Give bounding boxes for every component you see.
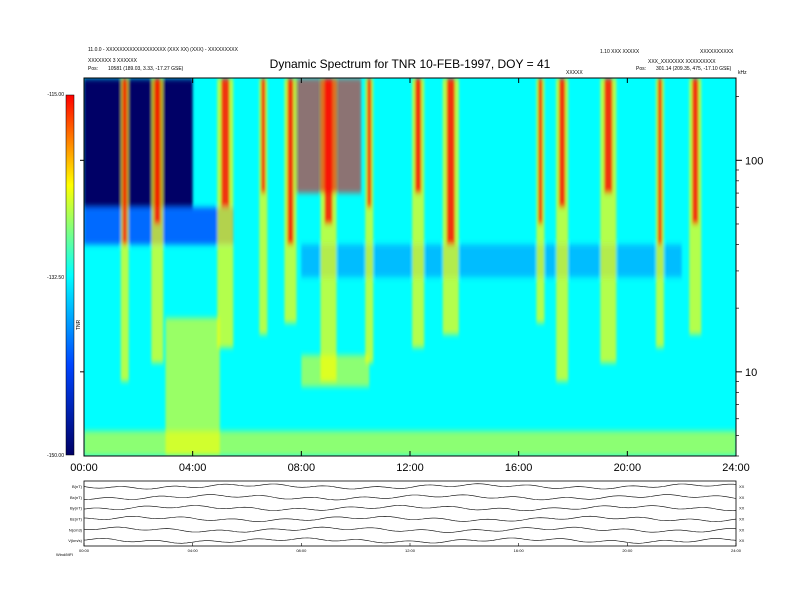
- panel-trace: [83, 537, 737, 544]
- x-tick-label: 12:00: [396, 462, 424, 474]
- header-center-small: XXXXX: [566, 70, 583, 76]
- x-tick-label: 08:00: [288, 462, 316, 474]
- panel-trace: [83, 483, 737, 490]
- panel-label: By(nT): [70, 506, 83, 511]
- panel-trace: [83, 515, 737, 522]
- panel-label: B(nT): [72, 484, 83, 489]
- y-tick-label: 100: [745, 155, 763, 167]
- burst-core: [122, 78, 127, 245]
- panel-footer-label: Wind/MFI: [56, 552, 73, 557]
- y-axis-unit: kHz: [738, 70, 747, 76]
- header-right-line1a: 1.10 XXX XXXXX: [600, 49, 640, 55]
- colorbar: [65, 94, 75, 456]
- x-tick-label: 04:00: [179, 462, 207, 474]
- burst-core: [559, 78, 566, 208]
- header-left-line2: XXXXXXX 3 XXXXXX: [88, 58, 137, 64]
- x-tick-label: 20:00: [614, 462, 642, 474]
- panel-x-tick-label: 08:00: [296, 548, 307, 553]
- burst-core: [221, 78, 230, 208]
- panel-label: Bx(nT): [70, 495, 83, 500]
- burst-core: [604, 78, 613, 194]
- burst-core: [154, 78, 161, 224]
- blue-band: [301, 244, 682, 278]
- heatmap: [84, 78, 736, 456]
- burst-core: [657, 78, 662, 245]
- colorbar-tick-label: -150.00: [47, 453, 64, 459]
- panel-x-tick-label: 24:00: [731, 548, 742, 553]
- header-left-pos-label: Pos:: [88, 66, 99, 72]
- burst-region-yellow: [165, 317, 220, 456]
- panel-right-label: XX: [739, 484, 745, 489]
- x-tick-label: 24:00: [722, 462, 750, 474]
- panel-trace: [84, 494, 737, 501]
- header-left-pos-value: 10581 (189.03, 3.33, -17.27 GSE): [108, 66, 184, 72]
- burst-core: [367, 78, 372, 208]
- header-right-line2: XXX_XXXXXXX XXXXXXXXX: [648, 59, 716, 65]
- burst-core: [415, 78, 422, 194]
- storm-region: [295, 78, 362, 194]
- panel-label: V(km/s): [68, 538, 82, 543]
- header-right-line1b: XXXXXXXXXX: [700, 49, 734, 55]
- panel-right-label: XX: [739, 538, 745, 543]
- colorbar-axis-label: TNR: [76, 319, 82, 330]
- burst-core: [538, 78, 543, 224]
- burst-core: [261, 78, 266, 194]
- burst: [365, 78, 374, 364]
- header-left-line1: 11.0.0 - XXXXXXXXXXXXXXXXXX (XXX XX) (XX…: [88, 47, 238, 53]
- panel-label: N(cm3): [69, 527, 83, 532]
- burst-core: [692, 78, 699, 224]
- panel-right-label: XX: [739, 506, 745, 511]
- x-tick-label: 00:00: [70, 462, 98, 474]
- colorbar-tick-label: -132.50: [47, 275, 64, 281]
- panel-x-tick-label: 20:00: [622, 548, 633, 553]
- panel-x-tick-label: 16:00: [514, 548, 525, 553]
- panel-right-label: XX: [739, 527, 745, 532]
- panel-x-tick-label: 04:00: [188, 548, 199, 553]
- lower-panel-frame: [83, 480, 737, 547]
- panel-x-tick-label: 12:00: [405, 548, 416, 553]
- header-right-pos-label: Pos:: [636, 66, 647, 72]
- burst: [259, 78, 268, 335]
- chart-title: Dynamic Spectrum for TNR 10-FEB-1997, DO…: [269, 57, 551, 71]
- burst-core: [446, 78, 455, 245]
- panel-right-label: XX: [739, 495, 745, 500]
- panel-trace: [83, 505, 737, 512]
- panel-x-tick-label: 00:00: [79, 548, 90, 553]
- dark-region: [84, 78, 193, 208]
- panel-trace: [83, 526, 737, 533]
- colorbar-tick-label: -115.00: [47, 92, 64, 98]
- panel-label: Bz(nT): [70, 516, 83, 521]
- y-tick-label: 10: [745, 367, 757, 379]
- panel-right-label: XX: [739, 516, 745, 521]
- header-right-pos-value: 301.14 (209.35, 475, -17.10 GSE): [656, 66, 732, 72]
- x-tick-label: 16:00: [505, 462, 533, 474]
- burst-core: [287, 78, 294, 245]
